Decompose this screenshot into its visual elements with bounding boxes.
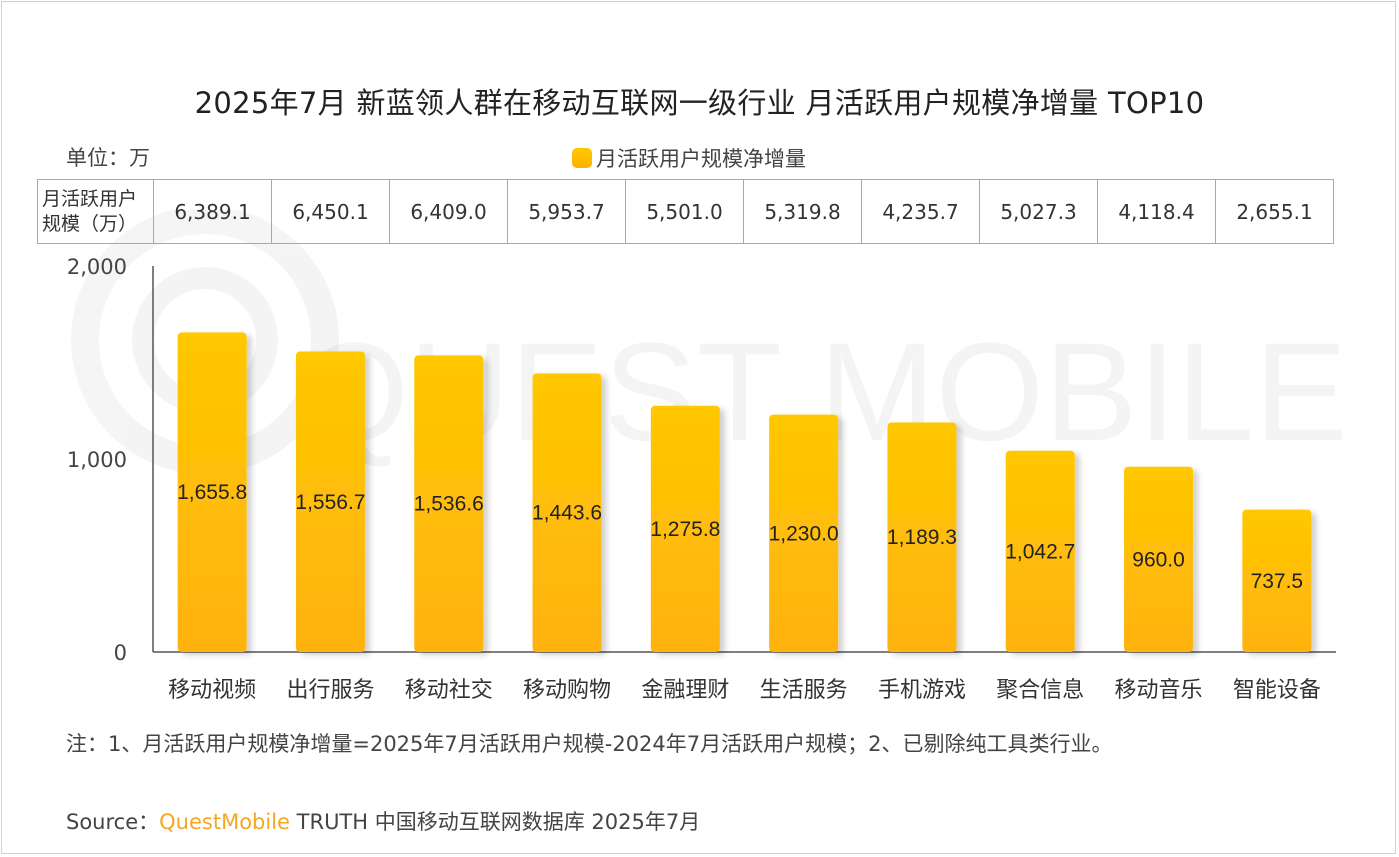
bar (769, 414, 839, 652)
legend: 月活跃用户规模净增量 (572, 143, 806, 173)
bar-value-label: 1,655.8 (177, 481, 247, 504)
bar-value-label: 1,042.7 (1005, 540, 1075, 563)
footnote: 注：1、月活跃用户规模净增量=2025年7月活跃用户规模-2024年7月活跃用户… (66, 732, 1113, 756)
bar-value-label: 1,230.0 (769, 522, 839, 545)
table-cell: 6,409.0 (389, 179, 508, 244)
x-tick-label: 移动购物 (523, 678, 611, 703)
bar (414, 355, 484, 652)
table-cell: 6,389.1 (153, 179, 272, 244)
legend-swatch (572, 148, 592, 168)
table-cell: 4,118.4 (1097, 179, 1216, 244)
chart-title: 2025年7月 新蓝领人群在移动互联网一级行业 月活跃用户规模净增量 TOP10 (194, 86, 1205, 120)
table-cell: 5,027.3 (979, 179, 1098, 244)
x-tick-label: 出行服务 (286, 678, 374, 703)
bar (887, 422, 957, 652)
y-tick-label: 0 (114, 641, 127, 665)
unit-label: 单位：万 (66, 146, 150, 170)
x-tick-label: 手机游戏 (878, 678, 966, 703)
bar (1005, 450, 1075, 652)
table-row: 月活跃用户规模（万） 6,389.1 6,450.1 6,409.0 5,953… (37, 179, 1334, 244)
table-cell: 2,655.1 (1215, 179, 1334, 244)
bar-value-label: 1,536.6 (414, 493, 484, 516)
bar (1242, 509, 1312, 652)
x-tick-label: 智能设备 (1233, 678, 1321, 703)
table-cell: 6,450.1 (271, 179, 390, 244)
y-tick-label: 1,000 (67, 448, 127, 472)
bar-value-label: 1,556.7 (295, 491, 365, 514)
x-tick-label: 生活服务 (760, 678, 848, 703)
x-tick-label: 移动社交 (405, 678, 493, 703)
table-cell: 5,319.8 (743, 179, 862, 244)
bar-value-label: 1,189.3 (887, 526, 957, 549)
x-tick-label: 移动视频 (168, 678, 256, 703)
bar-value-label: 737.5 (1251, 570, 1304, 593)
data-table: 月活跃用户规模（万） 6,389.1 6,450.1 6,409.0 5,953… (37, 179, 1334, 244)
bar (532, 373, 602, 652)
bar (650, 405, 720, 652)
x-tick-label: 移动音乐 (1115, 678, 1203, 703)
source-line: Source：QuestMobile TRUTH 中国移动互联网数据库 2025… (66, 806, 700, 836)
table-cell: 4,235.7 (861, 179, 980, 244)
bar-value-label: 1,443.6 (532, 502, 602, 525)
bar-value-label: 1,275.8 (650, 518, 720, 541)
bar-value-label: 960.0 (1132, 548, 1185, 571)
x-tick-label: 聚合信息 (996, 678, 1084, 703)
source-prefix: Source： (66, 810, 160, 834)
bar (295, 351, 365, 652)
source-suffix: TRUTH 中国移动互联网数据库 2025年7月 (289, 810, 701, 834)
source-brand: QuestMobile (159, 810, 290, 834)
legend-label: 月活跃用户规模净增量 (596, 147, 806, 171)
y-tick-label: 2,000 (67, 255, 127, 279)
bar (1124, 466, 1194, 652)
table-cell: 5,501.0 (625, 179, 744, 244)
table-header-cell: 月活跃用户规模（万） (37, 179, 154, 244)
x-tick-label: 金融理财 (641, 678, 729, 703)
bar (177, 332, 247, 652)
table-cell: 5,953.7 (507, 179, 626, 244)
